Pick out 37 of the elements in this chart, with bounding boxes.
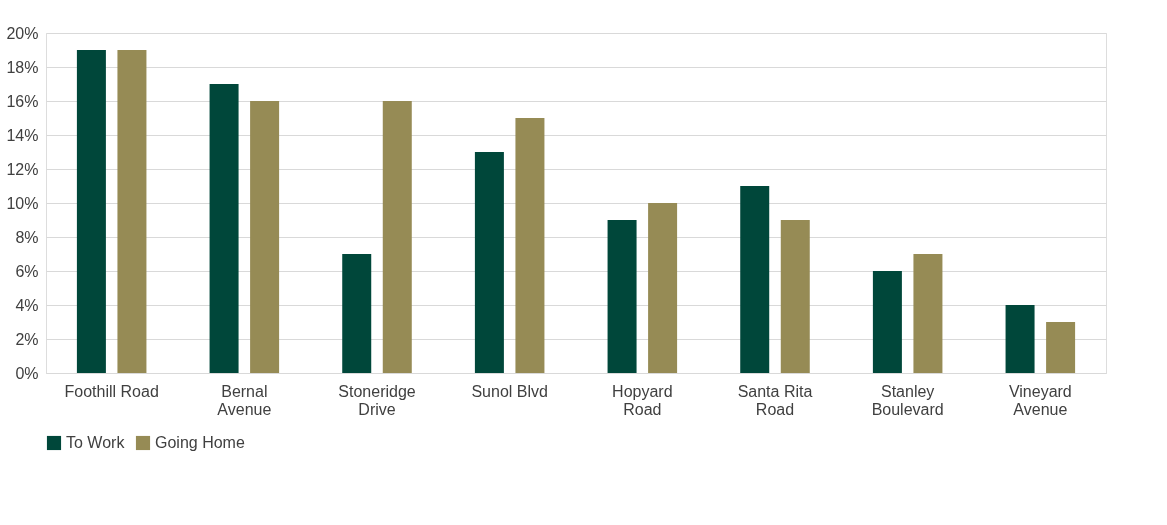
y-tick-label: 6% [15, 262, 39, 280]
y-tick-label: 0% [15, 364, 39, 382]
y-tick-label: 10% [6, 194, 39, 212]
y-tick-label: 16% [6, 92, 39, 110]
x-tick-label: Vineyard Avenue [1008, 382, 1072, 418]
bar [1046, 322, 1076, 373]
bar [607, 220, 637, 373]
bar [382, 101, 412, 373]
x-tick-label: Stoneridge Drive [338, 382, 416, 418]
bar [872, 271, 902, 373]
y-tick-label: 2% [15, 330, 39, 348]
legend-label: To Work [66, 434, 126, 451]
y-tick-label: 12% [6, 160, 39, 178]
legend-label: Going Home [155, 434, 245, 451]
y-tick-label: 8% [15, 228, 39, 246]
bar [648, 203, 678, 373]
bar [342, 254, 372, 373]
bar [515, 118, 545, 373]
y-tick-label: 20% [6, 24, 39, 42]
x-tick-label: Foothill Road [64, 382, 159, 400]
y-tick-label: 18% [6, 58, 39, 76]
x-tick-label: Hopyard Road [612, 382, 673, 418]
y-tick-label: 14% [6, 126, 39, 144]
y-tick-label: 4% [15, 296, 39, 314]
x-tick-label: Sunol Blvd [471, 382, 548, 400]
bar [76, 50, 106, 373]
bar [250, 101, 280, 373]
bar [474, 152, 504, 373]
bar [209, 84, 239, 373]
x-tick-label: Bernal Avenue [217, 382, 272, 418]
bar [1005, 305, 1035, 373]
bar [780, 220, 810, 373]
x-tick-label: Santa Rita Road [737, 382, 813, 418]
bar [740, 186, 770, 373]
bar [117, 50, 147, 373]
bar [913, 254, 943, 373]
x-tick-label: Stanley Boulevard [871, 382, 944, 418]
